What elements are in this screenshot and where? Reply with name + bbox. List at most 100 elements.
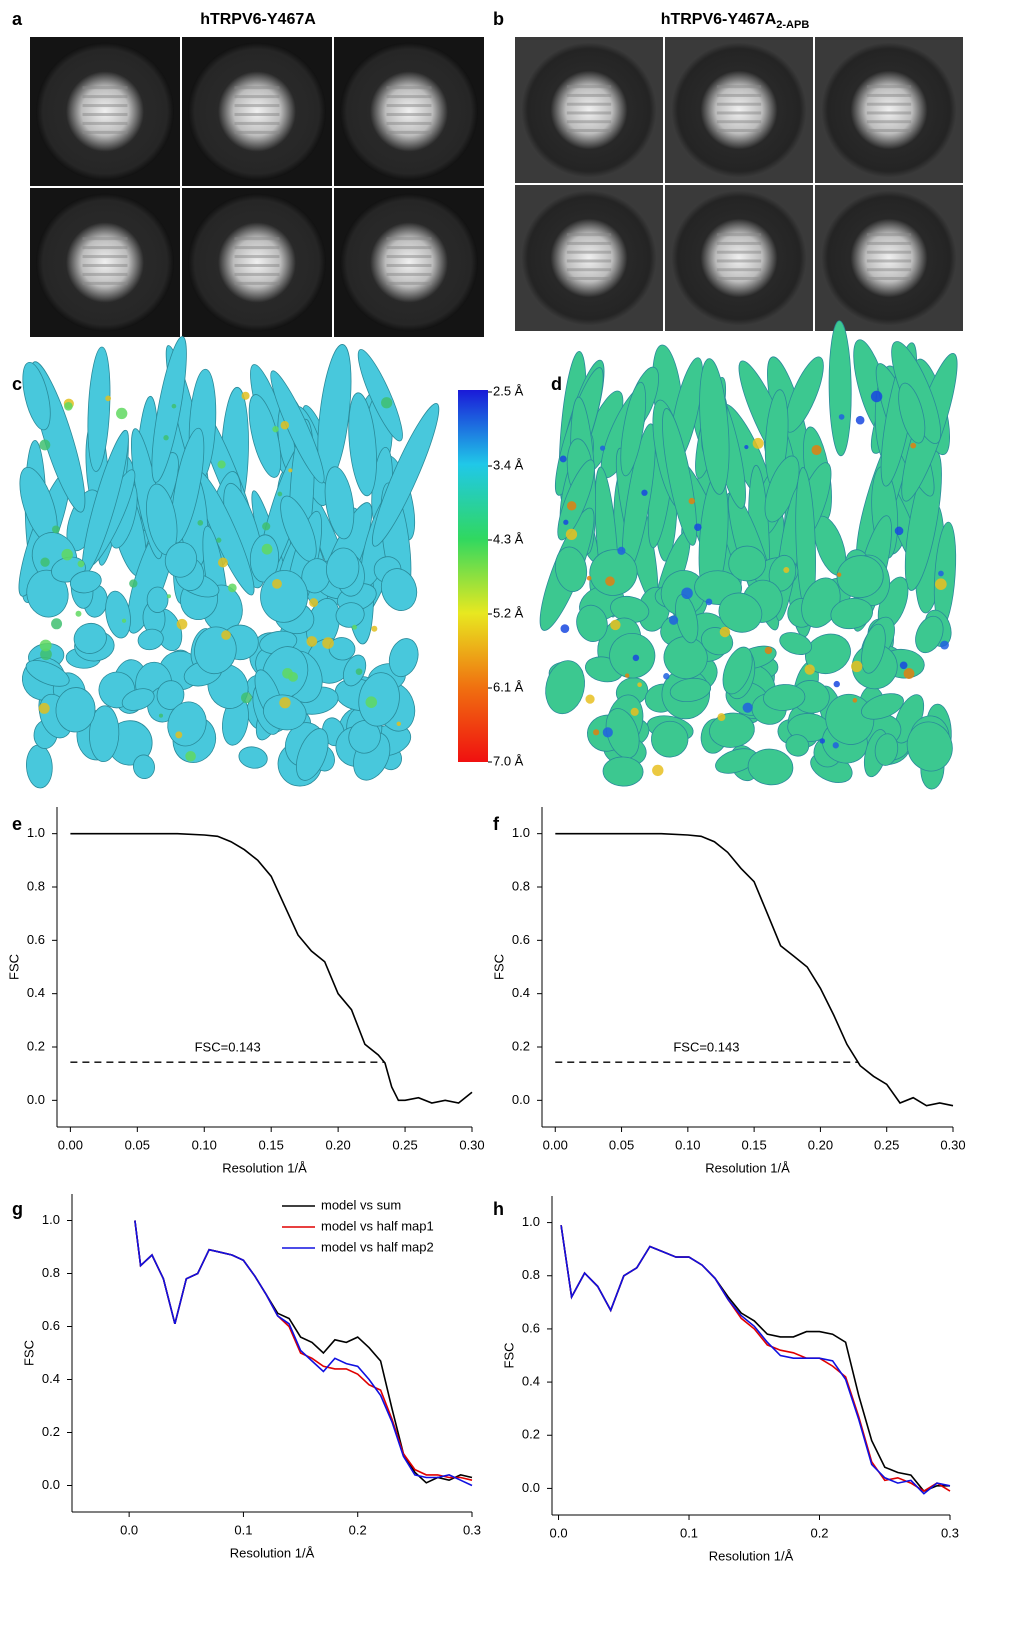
density-spot bbox=[602, 727, 613, 738]
density-spot bbox=[764, 646, 773, 655]
particle-detail bbox=[866, 233, 912, 237]
density-spot bbox=[171, 403, 177, 409]
density-spot bbox=[832, 742, 839, 749]
particle bbox=[370, 222, 448, 303]
density-spot bbox=[197, 520, 204, 526]
density-spot bbox=[371, 625, 378, 632]
density-spot bbox=[705, 598, 713, 606]
density-tube bbox=[554, 546, 588, 593]
density-spot bbox=[51, 618, 63, 630]
particle-detail bbox=[234, 86, 280, 90]
fsc-curve bbox=[560, 1225, 951, 1493]
panel-label: b bbox=[493, 9, 504, 29]
density-spot bbox=[903, 668, 915, 679]
particle-detail bbox=[386, 237, 432, 241]
x-tick-label: 0.2 bbox=[349, 1522, 367, 1537]
density-spot bbox=[175, 731, 183, 739]
density-spot bbox=[217, 557, 228, 568]
y-tick-label: 0.0 bbox=[522, 1480, 540, 1495]
y-axis-title: FSC bbox=[6, 954, 21, 980]
density-tube bbox=[371, 403, 440, 547]
x-axis-title: Resolution 1/Å bbox=[230, 1545, 315, 1560]
x-tick-label: 0.2 bbox=[810, 1525, 828, 1540]
density-spot bbox=[752, 437, 764, 449]
title-main: hTRPV6-Y467A bbox=[661, 11, 777, 28]
density-spot bbox=[163, 435, 169, 441]
y-tick-label: 0.6 bbox=[42, 1318, 60, 1333]
density-tube bbox=[73, 622, 107, 654]
fsc-curve bbox=[560, 1225, 951, 1495]
particle-detail bbox=[82, 86, 128, 90]
fsc-curve bbox=[134, 1220, 473, 1484]
particle-detail bbox=[386, 130, 432, 134]
panel-label: g bbox=[12, 1199, 23, 1219]
particle-detail bbox=[716, 259, 762, 263]
density-tube bbox=[342, 654, 367, 687]
density-spot bbox=[77, 560, 85, 568]
x-tick-label: 0.10 bbox=[675, 1137, 700, 1152]
density-tube bbox=[805, 633, 851, 675]
density-tube bbox=[830, 597, 874, 630]
density-tube bbox=[26, 569, 69, 618]
density-tube bbox=[785, 734, 810, 757]
density-spot bbox=[277, 491, 283, 497]
density-map bbox=[18, 336, 440, 789]
density-map bbox=[539, 320, 958, 790]
x-tick-label: 0.1 bbox=[234, 1522, 252, 1537]
density-tube bbox=[906, 721, 953, 772]
particle bbox=[218, 71, 296, 152]
density-spot bbox=[940, 640, 949, 650]
density-spot bbox=[852, 698, 858, 703]
y-tick-label: 0.4 bbox=[27, 985, 45, 1000]
x-tick-label: 0.15 bbox=[741, 1137, 766, 1152]
density-tube bbox=[762, 684, 806, 711]
density-spot bbox=[783, 567, 790, 573]
fsc-curve bbox=[70, 832, 473, 1104]
particle-detail bbox=[234, 95, 280, 99]
particle-detail bbox=[386, 95, 432, 99]
density-tube bbox=[828, 320, 852, 457]
density-tube bbox=[156, 680, 185, 710]
density-spot bbox=[64, 401, 73, 411]
particle-detail bbox=[716, 111, 762, 115]
particle-detail bbox=[866, 111, 912, 115]
particle-detail bbox=[866, 268, 912, 272]
density-spot bbox=[894, 526, 904, 536]
particle-detail bbox=[82, 272, 128, 276]
particle-detail bbox=[566, 93, 612, 97]
particle-detail bbox=[234, 255, 280, 259]
particle-detail bbox=[866, 259, 912, 263]
density-tube bbox=[121, 688, 155, 711]
density-spot bbox=[121, 618, 127, 623]
particle-detail bbox=[234, 130, 280, 134]
colorbar-label: 7.0 Å bbox=[493, 753, 524, 768]
density-spot bbox=[694, 523, 702, 531]
density-tube bbox=[722, 646, 753, 695]
particle-detail bbox=[82, 130, 128, 134]
density-tube bbox=[25, 660, 70, 687]
x-axis-title: Resolution 1/Å bbox=[705, 1160, 790, 1175]
density-spot bbox=[811, 444, 822, 456]
y-tick-label: 0.6 bbox=[512, 932, 530, 947]
density-tube bbox=[576, 604, 608, 642]
density-tube bbox=[779, 632, 812, 655]
y-tick-label: 0.8 bbox=[522, 1267, 540, 1282]
particle-detail bbox=[386, 255, 432, 259]
y-axis-title: FSC bbox=[501, 1343, 516, 1369]
density-spot bbox=[279, 697, 291, 709]
particle-detail bbox=[716, 241, 762, 245]
legend-label: model vs half map1 bbox=[321, 1218, 434, 1233]
y-tick-label: 0.4 bbox=[42, 1371, 60, 1386]
density-spot bbox=[227, 583, 237, 593]
particle bbox=[550, 218, 628, 298]
density-spot bbox=[217, 460, 226, 469]
particle-detail bbox=[234, 112, 280, 116]
density-tube bbox=[151, 336, 187, 483]
particle-detail bbox=[716, 276, 762, 280]
particle-detail bbox=[234, 246, 280, 250]
x-tick-label: 0.3 bbox=[463, 1522, 481, 1537]
x-tick-label: 0.30 bbox=[459, 1137, 484, 1152]
particle-detail bbox=[716, 233, 762, 237]
x-tick-label: 0.05 bbox=[125, 1137, 150, 1152]
particle-detail bbox=[566, 250, 612, 254]
